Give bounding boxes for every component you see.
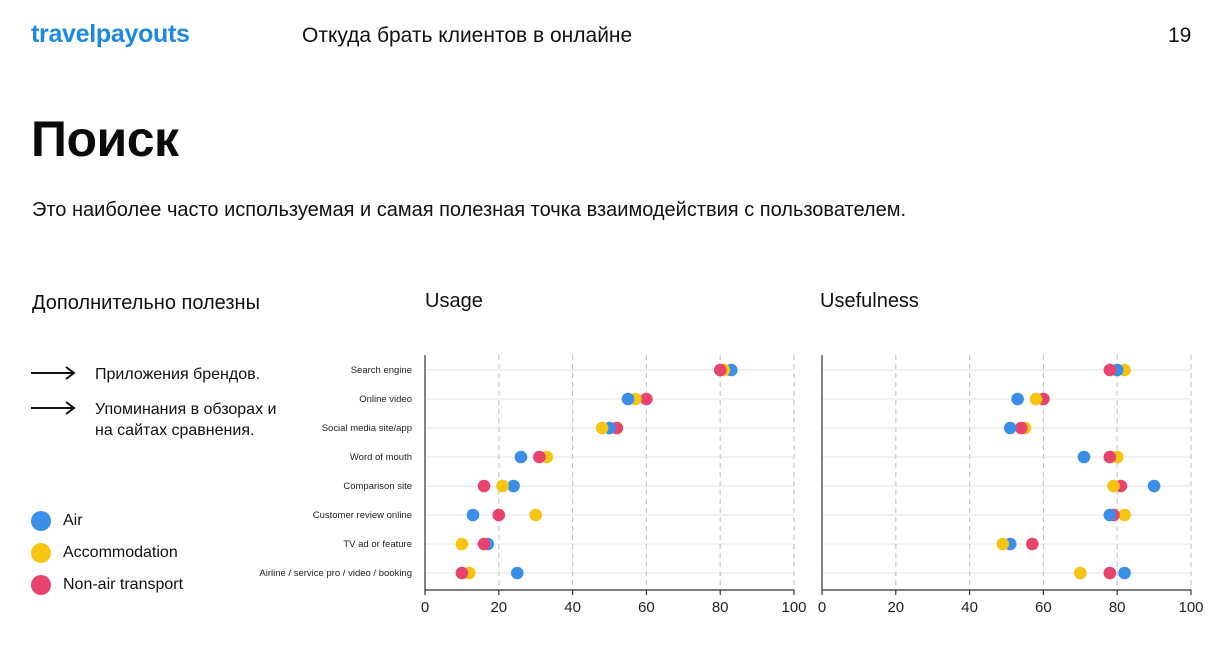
usefulness-point-non-air-transport-search-engine: [1103, 363, 1117, 377]
usefulness-point-air-online-video: [1011, 392, 1024, 406]
usage-tick-label-0: 0: [421, 599, 429, 616]
usefulness-point-air-word-of-mouth: [1077, 450, 1091, 464]
usage-point-air-comparison-site: [507, 479, 520, 493]
arrow-right-icon: [31, 401, 76, 415]
usefulness-tick-label-100: 100: [1178, 599, 1203, 616]
arrow-right-icon: [31, 366, 76, 380]
usefulness-point-air-comparison-site: [1147, 479, 1161, 493]
page-number: 19: [1168, 24, 1192, 47]
usage-point-air-airline-service-pro-video-booking: [510, 566, 524, 580]
category-label-word-of-mouth: Word of mouth: [350, 452, 412, 463]
usage-point-non-air-transport-word-of-mouth: [533, 450, 546, 464]
usefulness-tick-label-0: 0: [818, 599, 826, 616]
usefulness-point-accommodation-airline-service-pro-video-booking: [1074, 566, 1087, 580]
usefulness-point-accommodation-comparison-site: [1107, 479, 1120, 493]
usefulness-point-accommodation-tv-ad-or-feature: [996, 537, 1010, 551]
category-label-social-media-site-app: Social media site/app: [322, 423, 412, 434]
list-item-label: Приложения брендов.: [95, 366, 261, 383]
legend-swatch: [31, 543, 51, 563]
deck-title: Откуда брать клиентов в онлайне: [302, 24, 633, 47]
usefulness-point-non-air-transport-airline-service-pro-video-booking: [1103, 566, 1117, 580]
category-label-search-engine: Search engine: [351, 365, 412, 376]
usage-point-non-air-transport-customer-review-online: [492, 508, 506, 522]
usefulness-point-air-airline-service-pro-video-booking: [1118, 566, 1131, 580]
usage-tick-label-20: 20: [490, 599, 507, 616]
chart-legend: Air Accommodation Non-air transport: [31, 505, 183, 601]
legend-item-air: Air: [31, 505, 183, 537]
usage-point-non-air-transport-search-engine: [713, 363, 727, 377]
usefulness-tick-label-40: 40: [961, 599, 978, 616]
usage-tick-label-60: 60: [638, 599, 655, 616]
legend-label: Accommodation: [63, 544, 178, 561]
usage-tick-label-100: 100: [781, 599, 806, 616]
usage-point-non-air-transport-tv-ad-or-feature: [477, 537, 491, 551]
usefulness-point-accommodation-customer-review-online: [1118, 508, 1131, 522]
category-label-tv-ad-or-feature: TV ad or feature: [343, 539, 412, 550]
usefulness-chart-title: Usefulness: [820, 290, 919, 312]
list-item-label: Упоминания в обзорах и на сайтах сравнен…: [95, 401, 277, 439]
usefulness-point-accommodation-online-video: [1029, 392, 1043, 406]
usage-tick-label-40: 40: [564, 599, 581, 616]
legend-label: Air: [63, 512, 83, 529]
usage-point-accommodation-social-media-site-app: [595, 421, 609, 435]
usefulness-tick-label-60: 60: [1035, 599, 1052, 616]
usage-point-non-air-transport-online-video: [640, 392, 653, 406]
legend-item-accommodation: Accommodation: [31, 537, 183, 569]
usefulness-point-non-air-transport-social-media-site-app: [1014, 421, 1028, 435]
brand-logo: travelpayouts: [31, 20, 190, 48]
usage-point-accommodation-tv-ad-or-feature: [455, 537, 469, 551]
extra-useful-title: Дополнительно полезны: [32, 292, 260, 314]
legend-swatch: [31, 511, 51, 531]
usage-point-accommodation-customer-review-online: [529, 508, 542, 522]
category-label-customer-review-online: Customer review online: [313, 510, 412, 521]
usage-point-air-customer-review-online: [466, 508, 480, 522]
usage-point-non-air-transport-comparison-site: [477, 479, 491, 493]
usefulness-point-non-air-transport-word-of-mouth: [1103, 450, 1117, 464]
category-label-airline-service-pro-video-booking: Airline / service pro / video / booking: [259, 568, 412, 579]
page-subtitle: Это наиболее часто используемая и самая …: [32, 199, 907, 221]
usage-tick-label-80: 80: [712, 599, 729, 616]
usage-point-air-word-of-mouth: [514, 450, 528, 464]
usefulness-tick-label-80: 80: [1109, 599, 1126, 616]
usage-chart-title: Usage: [425, 290, 483, 312]
usage-point-air-online-video: [621, 392, 635, 406]
legend-item-non-air-transport: Non-air transport: [31, 569, 183, 601]
extra-useful-list: Приложения брендов. Упоминания в обзорах…: [30, 364, 295, 455]
usage-point-accommodation-comparison-site: [496, 479, 509, 493]
page-title: Поиск: [31, 111, 179, 167]
category-label-online-video: Online video: [359, 394, 412, 405]
legend-label: Non-air transport: [63, 576, 184, 593]
list-item: Приложения брендов.: [30, 364, 295, 385]
usefulness-point-non-air-transport-tv-ad-or-feature: [1026, 537, 1039, 551]
usefulness-tick-label-20: 20: [887, 599, 904, 616]
usefulness-point-air-social-media-site-app: [1003, 421, 1017, 435]
list-item: Упоминания в обзорах и на сайтах сравнен…: [30, 399, 295, 441]
usefulness-point-air-customer-review-online: [1103, 508, 1117, 522]
category-label-comparison-site: Comparison site: [343, 481, 412, 492]
usage-point-non-air-transport-airline-service-pro-video-booking: [455, 566, 469, 580]
legend-swatch: [31, 575, 51, 595]
